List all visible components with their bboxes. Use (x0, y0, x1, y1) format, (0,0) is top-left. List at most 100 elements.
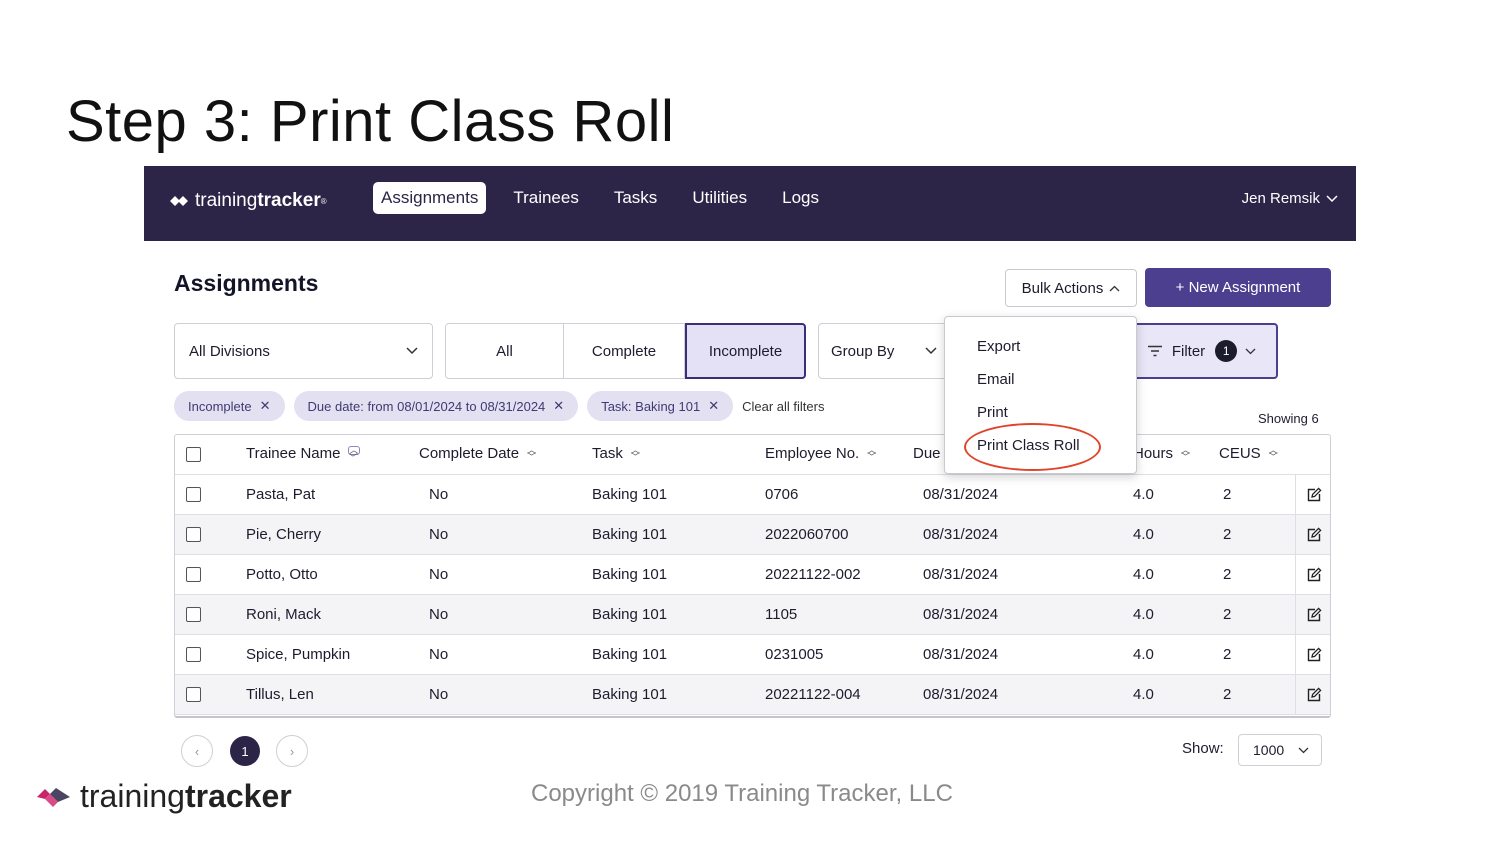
assignments-table: Trainee Name ︿ ﹀ Complete Date ︿ ﹀ Task ︿ ﹀… (174, 434, 1331, 718)
close-icon[interactable]: ✕ (259, 398, 271, 413)
row-checkbox[interactable] (186, 487, 201, 502)
table-row[interactable]: Tillus, Len No Baking 101 20221122-004 08/31… (175, 675, 1330, 715)
sort-icon[interactable]: ︿ ﹀ (867, 444, 877, 462)
row-checkbox[interactable] (186, 607, 201, 622)
row-checkbox[interactable] (186, 567, 201, 582)
brand-logo[interactable]: training tracker ® (169, 190, 327, 212)
next-page-button[interactable]: › (276, 735, 308, 767)
nav-trainees[interactable]: Trainees (513, 188, 579, 207)
column-header-label: Trainee Name (246, 445, 341, 462)
column-header-label: Hours (1133, 445, 1174, 462)
table-cell: 2 (1223, 686, 1232, 703)
edit-icon[interactable] (1295, 675, 1330, 715)
sort-icon[interactable]: ︿ ﹀ (1181, 444, 1191, 462)
edit-icon[interactable] (1295, 475, 1330, 515)
table-row[interactable]: Potto, Otto No Baking 101 20221122-002 08/31… (175, 555, 1330, 595)
row-checkbox[interactable] (186, 687, 201, 702)
footer-logo-light: training (80, 778, 185, 814)
nav-logs[interactable]: Logs (782, 188, 819, 207)
nav-utilities[interactable]: Utilities (692, 188, 748, 207)
main-nav: Assignments Trainees Tasks Utilities Log… (373, 182, 846, 214)
clear-all-filters-link[interactable]: Clear all filters (742, 398, 825, 414)
group-by-label: Group By (831, 342, 895, 360)
tab-all[interactable]: All (445, 323, 564, 379)
tab-incomplete[interactable]: Incomplete (685, 323, 806, 379)
page-size-select[interactable]: 1000 (1238, 734, 1322, 766)
column-header-task[interactable]: Task ︿ ﹀ (592, 445, 640, 462)
table-row[interactable]: Spice, Pumpkin No Baking 101 0231005 08/31/2… (175, 635, 1330, 675)
table-cell: 4.0 (1133, 526, 1154, 543)
edit-icon[interactable] (1295, 515, 1330, 555)
select-all-checkbox[interactable] (186, 447, 201, 462)
pagination: ‹ 1 › (181, 735, 308, 767)
table-cell: 08/31/2024 (923, 566, 999, 583)
filter-label: Filter (1171, 342, 1206, 360)
chevron-down-icon (925, 347, 937, 355)
row-checkbox[interactable] (186, 647, 201, 662)
table-cell: 2 (1223, 646, 1232, 663)
sort-icon[interactable]: ︿ ﹀ (348, 444, 360, 463)
table-row[interactable]: Pie, Cherry No Baking 101 2022060700 08/31/2… (175, 515, 1330, 555)
menu-item-email[interactable]: Email (977, 371, 1015, 388)
user-menu[interactable]: Jen Remsik (1242, 190, 1338, 207)
table-cell: 2 (1223, 526, 1232, 543)
filter-count-badge: 1 (1215, 340, 1238, 362)
table-cell: 2 (1223, 606, 1232, 623)
prev-page-button[interactable]: ‹ (181, 735, 213, 767)
filter-chip[interactable]: Incomplete ✕ (174, 391, 285, 421)
page-number-current[interactable]: 1 (230, 736, 260, 766)
brand-mark-icon (37, 787, 70, 807)
table-cell: 2 (1223, 566, 1232, 583)
chevron-down-icon (406, 347, 418, 355)
sort-icon[interactable]: ︿ ﹀ (1268, 444, 1278, 462)
group-by-select[interactable]: Group By (818, 323, 950, 379)
top-navbar: training tracker ® Assignments Trainees Ta… (144, 166, 1356, 241)
filter-button[interactable]: Filter 1 (1125, 323, 1278, 379)
tab-complete[interactable]: Complete (564, 323, 685, 379)
table-cell: Pie, Cherry (246, 526, 322, 543)
nav-assignments[interactable]: Assignments (373, 182, 487, 214)
brand-text-bold: tracker (257, 190, 321, 211)
column-header-complete-date[interactable]: Complete Date ︿ ﹀ (419, 445, 536, 462)
close-icon[interactable]: ✕ (553, 398, 565, 413)
column-header-label: Employee No. (765, 445, 860, 462)
brand-mark-icon (170, 196, 188, 206)
filter-chip[interactable]: Task: Baking 101 ✕ (587, 391, 734, 421)
menu-item-export[interactable]: Export (977, 338, 1021, 355)
chevron-down-icon (1245, 348, 1256, 354)
close-icon[interactable]: ✕ (708, 398, 720, 413)
table-cell: No (429, 526, 449, 543)
column-header-hours[interactable]: Hours ︿ ﹀ (1133, 445, 1190, 462)
bulk-actions-button[interactable]: Bulk Actions (1005, 269, 1137, 307)
filter-chip[interactable]: Due date: from 08/01/2024 to 08/31/2024 … (293, 391, 579, 421)
nav-tasks[interactable]: Tasks (613, 188, 658, 207)
edit-icon[interactable] (1295, 555, 1330, 595)
table-cell: 2 (1223, 486, 1232, 503)
filter-chip-label: Due date: from 08/01/2024 to 08/31/2024 (307, 398, 546, 414)
table-cell: Tillus, Len (246, 686, 314, 703)
brand-registered: ® (320, 196, 327, 206)
table-cell: 4.0 (1133, 486, 1154, 503)
column-header-label: CEUS (1219, 445, 1261, 462)
division-select[interactable]: All Divisions (174, 323, 433, 379)
division-select-value: All Divisions (189, 342, 270, 360)
table-row[interactable]: Pasta, Pat No Baking 101 0706 08/31/2024 4.0 2 (175, 475, 1330, 515)
sort-icon[interactable]: ︿ ﹀ (630, 444, 640, 462)
column-header-ceus[interactable]: CEUS ︿ ﹀ (1219, 445, 1278, 462)
column-header-due[interactable]: Due (913, 445, 941, 462)
column-header-employee-no[interactable]: Employee No. ︿ ﹀ (765, 445, 876, 462)
edit-icon[interactable] (1295, 595, 1330, 635)
table-cell: 20221122-004 (765, 686, 861, 703)
table-cell: 4.0 (1133, 566, 1154, 583)
column-header-trainee-name[interactable]: Trainee Name ︿ ﹀ (246, 445, 360, 462)
filter-chip-label: Task: Baking 101 (601, 398, 701, 414)
menu-item-print[interactable]: Print (977, 404, 1008, 421)
table-row[interactable]: Roni, Mack No Baking 101 1105 08/31/2024 4.0 2 (175, 595, 1330, 635)
sort-icon[interactable]: ︿ ﹀ (527, 444, 537, 462)
new-assignment-button[interactable]: + New Assignment (1145, 268, 1331, 307)
row-checkbox[interactable] (186, 527, 201, 542)
menu-item-print-class-roll[interactable]: Print Class Roll (977, 437, 1080, 454)
table-cell: 08/31/2024 (923, 486, 999, 503)
edit-icon[interactable] (1295, 635, 1330, 675)
filter-chip-label: Incomplete (188, 398, 252, 414)
